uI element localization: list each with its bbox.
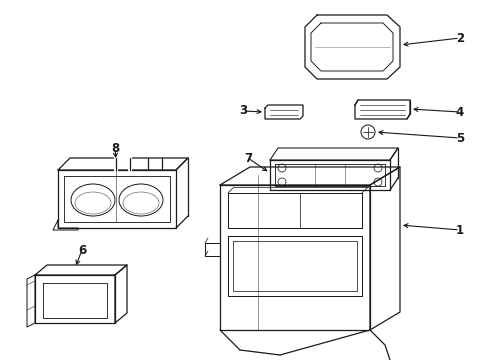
Text: 6: 6 xyxy=(78,243,86,256)
Text: 7: 7 xyxy=(244,152,251,165)
Text: 1: 1 xyxy=(455,224,463,237)
Text: 2: 2 xyxy=(455,31,463,45)
Text: 3: 3 xyxy=(239,104,246,117)
Text: 4: 4 xyxy=(455,105,463,118)
Text: 5: 5 xyxy=(455,131,463,144)
Text: 8: 8 xyxy=(111,141,119,154)
